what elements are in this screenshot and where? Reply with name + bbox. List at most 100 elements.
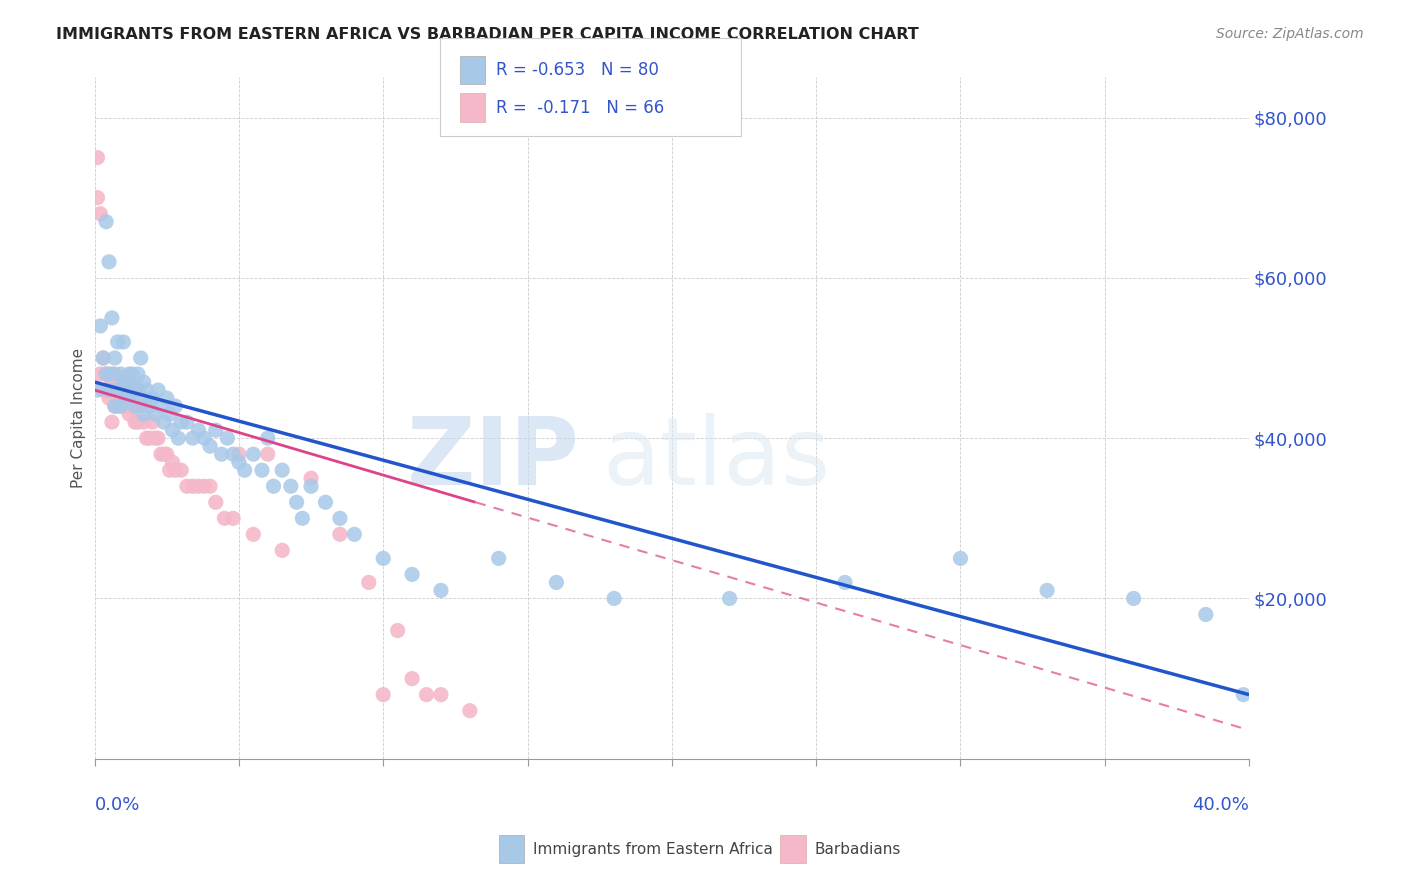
Point xyxy=(124,415,146,429)
Point xyxy=(107,383,129,397)
Point xyxy=(138,431,160,445)
Point xyxy=(603,591,626,606)
Point xyxy=(415,688,437,702)
Point xyxy=(110,367,132,381)
Point xyxy=(94,215,117,229)
Point xyxy=(198,439,221,453)
Point xyxy=(121,383,143,397)
Point xyxy=(112,375,135,389)
Point xyxy=(153,447,176,461)
Point xyxy=(89,318,111,333)
Point xyxy=(132,407,155,421)
Point xyxy=(162,455,184,469)
Point xyxy=(146,383,169,397)
Point xyxy=(143,407,166,421)
Point xyxy=(124,399,146,413)
Text: Immigrants from Eastern Africa: Immigrants from Eastern Africa xyxy=(533,842,773,856)
Point xyxy=(101,415,124,429)
Point xyxy=(181,431,204,445)
Point xyxy=(124,399,146,413)
Text: atlas: atlas xyxy=(603,413,831,505)
Point xyxy=(256,431,278,445)
Point xyxy=(159,407,181,421)
Text: R = -0.653   N = 80: R = -0.653 N = 80 xyxy=(496,62,659,79)
Point xyxy=(121,399,143,413)
Point xyxy=(89,367,111,381)
Point xyxy=(176,415,198,429)
Point xyxy=(373,551,395,566)
Point xyxy=(86,191,108,205)
Point xyxy=(94,383,117,397)
Point xyxy=(94,367,117,381)
Point xyxy=(1232,688,1254,702)
Point xyxy=(193,479,215,493)
Point xyxy=(110,399,132,413)
Point xyxy=(127,383,149,397)
Point xyxy=(167,431,190,445)
Point xyxy=(94,367,117,381)
Point xyxy=(250,463,273,477)
Point xyxy=(89,207,111,221)
Point xyxy=(263,479,285,493)
Point xyxy=(149,399,172,413)
Point xyxy=(285,495,308,509)
Point xyxy=(204,495,226,509)
Point xyxy=(129,391,152,405)
Point xyxy=(357,575,380,590)
Point xyxy=(430,583,453,598)
Point xyxy=(98,383,121,397)
Point xyxy=(159,463,181,477)
Point xyxy=(91,351,114,365)
Point xyxy=(141,391,163,405)
Point xyxy=(165,463,187,477)
Point xyxy=(86,151,108,165)
Point xyxy=(546,575,568,590)
Text: 0.0%: 0.0% xyxy=(94,797,141,814)
Point xyxy=(112,375,135,389)
Point xyxy=(211,447,233,461)
Point xyxy=(401,672,423,686)
Point xyxy=(143,431,166,445)
Point xyxy=(217,431,239,445)
Point xyxy=(91,351,114,365)
Y-axis label: Per Capita Income: Per Capita Income xyxy=(72,348,86,488)
Point xyxy=(458,704,481,718)
Point xyxy=(156,391,179,405)
Point xyxy=(291,511,314,525)
Point xyxy=(488,551,510,566)
Point xyxy=(280,479,302,493)
Text: IMMIGRANTS FROM EASTERN AFRICA VS BARBADIAN PER CAPITA INCOME CORRELATION CHART: IMMIGRANTS FROM EASTERN AFRICA VS BARBAD… xyxy=(56,27,920,42)
Point xyxy=(135,383,157,397)
Point xyxy=(256,447,278,461)
Point xyxy=(112,334,135,349)
Point xyxy=(204,423,226,437)
Text: 40.0%: 40.0% xyxy=(1192,797,1249,814)
Point xyxy=(135,431,157,445)
Point xyxy=(834,575,856,590)
Point xyxy=(118,375,141,389)
Point xyxy=(299,479,322,493)
Point xyxy=(104,367,127,381)
Point xyxy=(112,383,135,397)
Point xyxy=(129,351,152,365)
Point xyxy=(718,591,741,606)
Point xyxy=(228,455,250,469)
Point xyxy=(107,383,129,397)
Point xyxy=(107,399,129,413)
Point xyxy=(222,447,245,461)
Point xyxy=(271,463,294,477)
Point xyxy=(233,463,256,477)
Point xyxy=(101,367,124,381)
Point xyxy=(98,367,121,381)
Point xyxy=(222,511,245,525)
Point xyxy=(170,463,193,477)
Point xyxy=(98,255,121,269)
Text: ZIP: ZIP xyxy=(406,413,579,505)
Point xyxy=(124,375,146,389)
Point xyxy=(98,391,121,405)
Point xyxy=(1195,607,1218,622)
Point xyxy=(107,334,129,349)
Point xyxy=(214,511,236,525)
Point xyxy=(314,495,336,509)
Point xyxy=(121,383,143,397)
